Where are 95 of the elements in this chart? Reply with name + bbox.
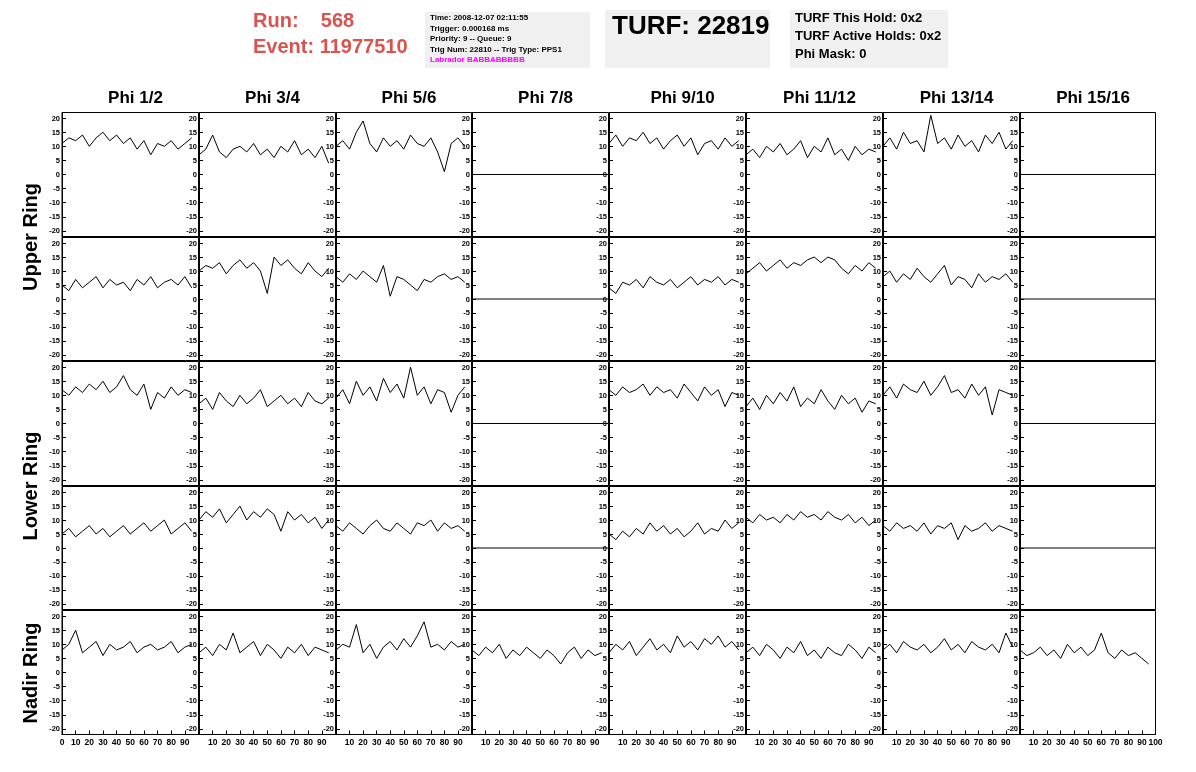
- x-tick-label: 40: [932, 737, 943, 747]
- chart-title: Phi 3/4: [245, 88, 301, 107]
- x-tick-label: 30: [1055, 737, 1066, 747]
- x-tick-label: 10: [891, 737, 902, 747]
- text: Trigger: 0.000168 ms: [430, 23, 510, 33]
- x-tick-label: 30: [371, 737, 382, 747]
- x-tick-label: 30: [235, 737, 245, 747]
- text: Trig Num: 22810 -- Trig Type: PPS1: [430, 44, 562, 54]
- x-tick-label: 10: [754, 737, 765, 747]
- x-tick-label: 20: [905, 737, 916, 747]
- x-tick-label: 20: [768, 737, 779, 747]
- x-tick-label: 30: [782, 737, 792, 747]
- x-tick-label: 60: [823, 737, 833, 747]
- x-tick-label: 20: [221, 737, 232, 747]
- x-tick-label: 60: [412, 737, 423, 747]
- x-tick-label: 10: [1028, 737, 1039, 747]
- x-tick-label: 30: [919, 737, 929, 747]
- text: Event: 11977510: [253, 35, 408, 57]
- x-tick-label: 40: [1069, 737, 1080, 747]
- text: Labrador BABBABBBBB: [430, 55, 525, 64]
- x-tick-label: 70: [973, 737, 984, 747]
- x-tick-label: 70: [289, 737, 300, 747]
- x-tick-label: 20: [631, 737, 642, 747]
- x-tick-label: 70: [699, 737, 710, 747]
- x-tick-label: 50: [946, 737, 957, 747]
- x-tick-label: 90: [453, 737, 463, 747]
- x-tick-label: 80: [1123, 737, 1134, 747]
- x-tick-label: 90: [180, 737, 190, 747]
- chart-title: Phi 1/2: [108, 88, 163, 107]
- y-axis-title: Lower Ring: [18, 431, 42, 541]
- chart-title: Phi 5/6: [381, 88, 437, 107]
- x-tick-label: 70: [562, 737, 573, 747]
- x-tick-label: 20: [1042, 737, 1053, 747]
- x-tick-label: 70: [1110, 737, 1120, 747]
- x-tick-label: 80: [576, 737, 587, 747]
- x-tick-label: 30: [508, 737, 518, 747]
- x-tick-label: 10: [344, 737, 355, 747]
- x-tick-label: 70: [426, 737, 436, 747]
- x-tick-label: 90: [590, 737, 600, 747]
- x-tick-label: 80: [850, 737, 861, 747]
- x-tick-label: 80: [303, 737, 314, 747]
- x-tick-label: 60: [1096, 737, 1107, 747]
- chart-title: Phi 9/10: [650, 88, 715, 107]
- text: TURF This Hold: 0x2: [795, 10, 923, 25]
- x-tick-label: 60: [276, 737, 286, 747]
- x-tick-label: 90: [1001, 737, 1011, 747]
- x-tick-label: 30: [645, 737, 655, 747]
- x-tick-label: 50: [809, 737, 820, 747]
- x-tick-label: 40: [521, 737, 532, 747]
- x-tick-label: 50: [262, 737, 273, 747]
- x-tick-label: 50: [1083, 737, 1093, 747]
- x-tick-label: 60: [686, 737, 696, 747]
- x-tick-label: 20: [358, 737, 369, 747]
- x-tick-label: 80: [987, 737, 998, 747]
- x-tick-label: 50: [672, 737, 683, 747]
- x-tick-label: 10: [207, 737, 218, 747]
- text: TURF Active Holds: 0x2: [795, 28, 942, 43]
- text: Run: 568: [253, 9, 355, 31]
- text: Time: 2008-12-07 02:11:55: [430, 13, 529, 22]
- text: TURF: 22819: [612, 10, 770, 40]
- x-tick-label: 40: [658, 737, 669, 747]
- chart-title: Phi 7/8: [518, 88, 573, 107]
- y-axis-title: Nadir Ring: [18, 622, 42, 724]
- x-tick-label: 90: [727, 737, 737, 747]
- x-tick-label: 70: [152, 737, 163, 747]
- x-tick-label: 30: [98, 737, 108, 747]
- x-tick-label: 70: [836, 737, 847, 747]
- x-tick-label: 50: [125, 737, 136, 747]
- x-tick-label: 80: [713, 737, 724, 747]
- x-tick-label: 100: [1148, 737, 1163, 747]
- x-tick-label: 40: [385, 737, 396, 747]
- text: Priority: 9 -- Queue: 9: [430, 34, 512, 43]
- x-tick-label: 60: [139, 737, 149, 747]
- x-tick-label: 20: [494, 737, 505, 747]
- text: Phi Mask: 0: [795, 46, 867, 61]
- x-tick-label: 90: [864, 737, 874, 747]
- chart-title: Phi 11/12: [783, 88, 856, 107]
- x-tick-label: 40: [795, 737, 806, 747]
- x-tick-label: 50: [535, 737, 546, 747]
- chart-title: Phi 15/16: [1056, 88, 1130, 107]
- x-tick-label: 60: [960, 737, 970, 747]
- x-tick-label: 50: [399, 737, 409, 747]
- y-axis-title: Upper Ring: [18, 182, 42, 291]
- x-tick-label: 80: [166, 737, 177, 747]
- x-tick-label: 10: [70, 737, 81, 747]
- x-tick-label: 10: [480, 737, 491, 747]
- x-tick-label: 90: [1137, 737, 1147, 747]
- x-tick-label: 60: [549, 737, 559, 747]
- x-tick-label: 40: [111, 737, 122, 747]
- x-tick-label: 10: [617, 737, 628, 747]
- chart-title: Phi 13/14: [919, 88, 994, 107]
- x-tick-label: 90: [317, 737, 327, 747]
- x-tick-label: 20: [84, 737, 95, 747]
- x-tick-label: 80: [439, 737, 450, 747]
- x-tick-label: 40: [248, 737, 259, 747]
